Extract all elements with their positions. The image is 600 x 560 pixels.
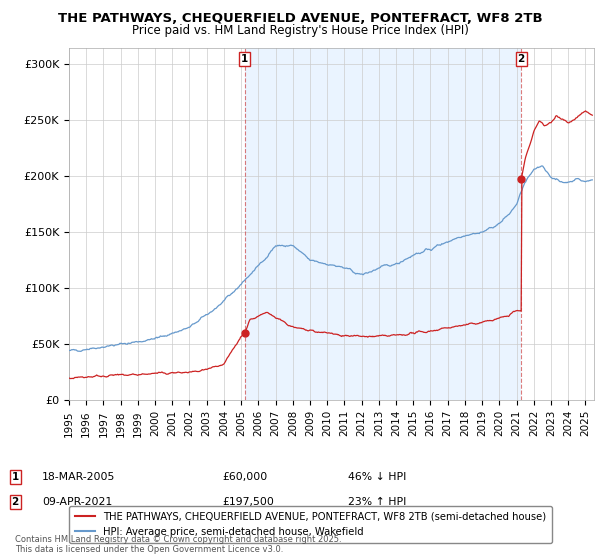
Text: £197,500: £197,500 — [222, 497, 274, 507]
Text: £60,000: £60,000 — [222, 472, 267, 482]
Text: 1: 1 — [11, 472, 19, 482]
Text: 1: 1 — [241, 54, 248, 64]
Legend: THE PATHWAYS, CHEQUERFIELD AVENUE, PONTEFRACT, WF8 2TB (semi-detached house), HP: THE PATHWAYS, CHEQUERFIELD AVENUE, PONTE… — [69, 506, 552, 543]
Text: 2: 2 — [518, 54, 525, 64]
Text: 46% ↓ HPI: 46% ↓ HPI — [348, 472, 406, 482]
Text: THE PATHWAYS, CHEQUERFIELD AVENUE, PONTEFRACT, WF8 2TB: THE PATHWAYS, CHEQUERFIELD AVENUE, PONTE… — [58, 12, 542, 25]
Text: 18-MAR-2005: 18-MAR-2005 — [42, 472, 115, 482]
Text: 2: 2 — [11, 497, 19, 507]
Text: 23% ↑ HPI: 23% ↑ HPI — [348, 497, 406, 507]
Text: 09-APR-2021: 09-APR-2021 — [42, 497, 112, 507]
Text: Contains HM Land Registry data © Crown copyright and database right 2025.
This d: Contains HM Land Registry data © Crown c… — [15, 535, 341, 554]
Text: Price paid vs. HM Land Registry's House Price Index (HPI): Price paid vs. HM Land Registry's House … — [131, 24, 469, 36]
Bar — [245, 48, 521, 400]
